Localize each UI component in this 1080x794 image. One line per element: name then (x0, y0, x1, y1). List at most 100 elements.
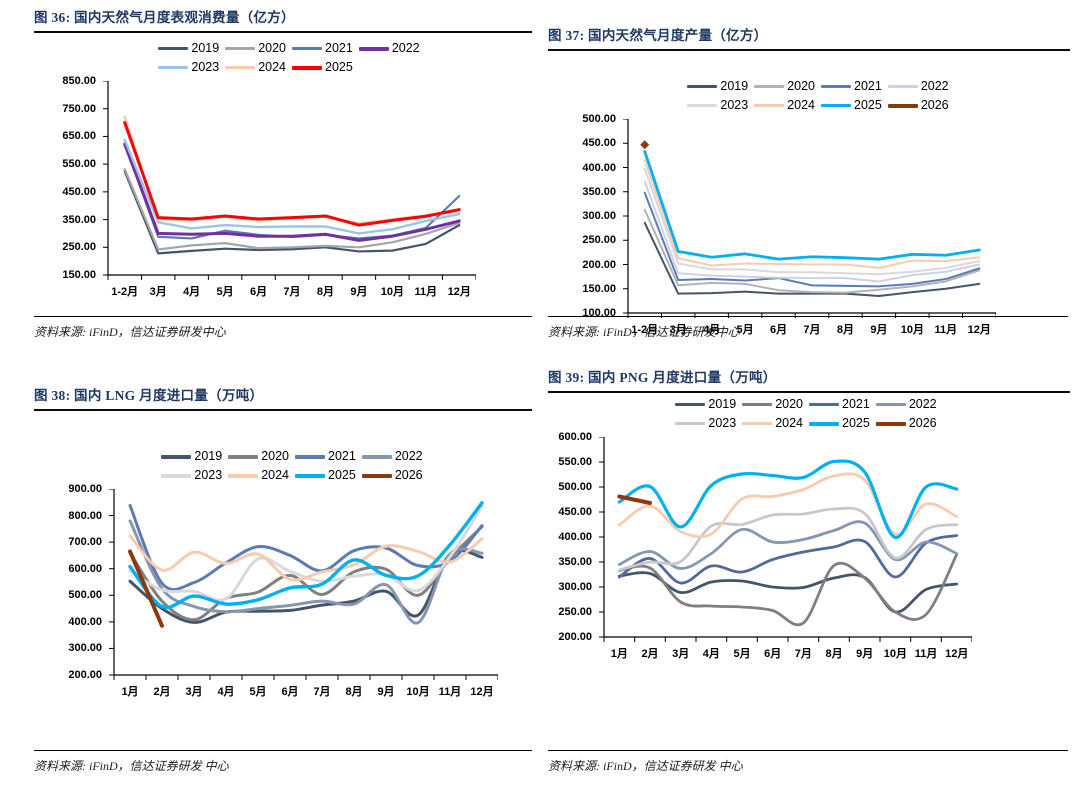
x-tick-label: 1月 (121, 686, 139, 698)
legend-label: 2025 (842, 416, 870, 430)
legend-item-2022: 2022 (887, 77, 949, 96)
chart-body: 2019 2020 2021 2022 2023 2024 2025 2026 900.00 8… (58, 447, 532, 699)
y-tick-label: 500.00 (582, 113, 616, 125)
legend-box: 2019 2020 2021 2022 2023 2024 2025 2026 (687, 77, 954, 115)
series-2024-line (128, 534, 484, 582)
line-chart (103, 81, 476, 280)
legend-item-2019: 2019 (687, 77, 748, 96)
legend-item-2026: 2026 (361, 466, 423, 485)
x-tick-label: 3月 (149, 286, 167, 298)
legend-item-2025: 2025 (292, 58, 353, 77)
legend-line-swatch (225, 47, 256, 50)
x-tick-label: 2月 (153, 686, 171, 698)
x-tick-label: 5月 (249, 686, 267, 698)
legend-label: 2026 (394, 468, 423, 482)
legend-line-swatch (742, 422, 773, 425)
x-tick-label: 9月 (870, 324, 888, 336)
series-2023-line (617, 506, 959, 572)
series-2026-marker (640, 140, 650, 150)
y-tick-label: 150.00 (62, 269, 96, 281)
figure-title: 图 39: 国内 PNG 月度进口量（万吨） (548, 366, 1070, 393)
y-tick-label: 200.00 (68, 669, 102, 681)
legend-item-2026: 2026 (887, 96, 949, 115)
series-2023-line (123, 138, 461, 235)
legend-item-2023: 2023 (687, 96, 748, 115)
legend-line-swatch (754, 104, 785, 107)
y-tick-label: 600.00 (68, 562, 102, 575)
y-tick-label: 400.00 (68, 615, 102, 628)
x-tick-label: 9月 (856, 648, 874, 660)
plot-row: 600.00 550.00 500.00 450.00 400.00 350.00 300.… (548, 431, 1070, 643)
y-tick-label: 450.00 (558, 506, 592, 518)
legend-line-swatch (887, 85, 918, 88)
x-axis-labels: 1月 2月 3月 4月 5月 6月 7月 8月 9月 10月 11月 12月 (114, 683, 498, 699)
y-tick-label: 250.00 (582, 234, 616, 247)
source-text: 资料来源: iFinD，信达证券研发 中心 (548, 759, 743, 773)
source-note: 资料来源: iFinD，信达证券研发 中心 (548, 750, 1068, 774)
x-tick-label: 11月 (934, 324, 958, 336)
x-tick-label: 6月 (769, 324, 788, 336)
legend-label: 2023 (720, 98, 749, 112)
source-text: 资料来源: iFinD，信达证券研发 中心 (34, 759, 229, 773)
legend-line-swatch (687, 104, 718, 107)
legend-item-2021: 2021 (295, 447, 356, 466)
y-tick-label: 300.00 (68, 642, 102, 655)
y-tick-label: 300.00 (582, 210, 616, 222)
y-axis-labels: 850.00 750.00 650.00 550.00 450.00 350.00 250.… (52, 75, 102, 281)
y-tick-label: 200.00 (558, 631, 592, 643)
x-axis-labels: 1月 2月 3月 4月 5月 6月 7月 8月 9月 10月 11月 12月 (604, 645, 972, 661)
legend-row: 2023 2024 2025 2026 (161, 466, 428, 485)
y-tick-label: 450.00 (62, 185, 96, 198)
figure-36-panel: 图 36: 国内天然气月度表观消费量（亿方） 2019 2020 2021 2022 2… (0, 0, 540, 360)
x-tick-label: 12月 (447, 286, 471, 298)
source-text: 资料来源: iFinD，信达证券研发中心 (548, 325, 740, 339)
y-tick-label: 550.00 (558, 456, 592, 468)
source-text: 资料来源: iFinD，信达证券研发中心 (34, 325, 226, 339)
plot-row: 900.00 800.00 700.00 600.00 500.00 400.00 300.… (58, 483, 532, 681)
x-tick-label: 5月 (216, 286, 234, 298)
legend-line-swatch (875, 421, 906, 426)
x-tick-label: 3月 (672, 648, 690, 660)
legend-label: 2019 (191, 41, 220, 55)
x-tick-label: 10月 (406, 686, 430, 698)
series-2021-line (128, 503, 484, 592)
series-2024-line (643, 159, 981, 269)
legend: 2019 2020 2021 2022 2023 2024 2025 2026 (58, 447, 532, 485)
series-2025-line (643, 150, 981, 261)
legend-label: 2024 (787, 98, 815, 112)
x-tick-label: 11月 (414, 286, 438, 298)
legend-label: 2022 (391, 41, 420, 55)
series-2026-line (617, 494, 652, 505)
legend-item-2020: 2020 (754, 77, 815, 96)
x-tick-label: 4月 (183, 286, 201, 298)
y-tick-label: 350.00 (62, 213, 96, 226)
y-tick-label: 300.00 (558, 581, 592, 593)
legend-item-2025: 2025 (295, 466, 356, 485)
figure-title: 图 37: 国内天然气月度产量（亿方） (548, 24, 1070, 51)
figure-39-panel: 图 39: 国内 PNG 月度进口量（万吨） 2019 2020 2021 2022 2… (540, 360, 1080, 794)
y-tick-label: 700.00 (68, 536, 102, 549)
legend-item-2023: 2023 (158, 58, 219, 77)
x-tick-label: 6月 (281, 686, 299, 698)
series-2024-line (123, 115, 461, 225)
x-tick-label: 11月 (438, 686, 462, 698)
legend-item-2022: 2022 (875, 395, 937, 414)
x-tick-label: 1-2月 (111, 286, 139, 298)
legend-label: 2022 (920, 79, 949, 93)
chart-body: 2019 2020 2021 2022 2023 2024 2025 850.00 750.0… (52, 39, 532, 299)
y-tick-label: 850.00 (62, 75, 96, 87)
x-tick-label: 12月 (967, 324, 991, 336)
series-2019-line (128, 548, 484, 624)
series-2022-line (617, 520, 959, 570)
x-tick-label: 8月 (345, 686, 363, 698)
x-tick-label: 5月 (736, 324, 754, 336)
legend-item-2023: 2023 (161, 466, 222, 485)
x-tick-label: 12月 (945, 648, 969, 660)
y-tick-label: 750.00 (62, 102, 96, 115)
legend-label: 2020 (775, 397, 803, 411)
x-tick-label: 4月 (703, 324, 721, 336)
x-tick-label: 11月 (914, 648, 938, 660)
line-chart (109, 489, 498, 680)
series-2021-line (643, 191, 981, 288)
